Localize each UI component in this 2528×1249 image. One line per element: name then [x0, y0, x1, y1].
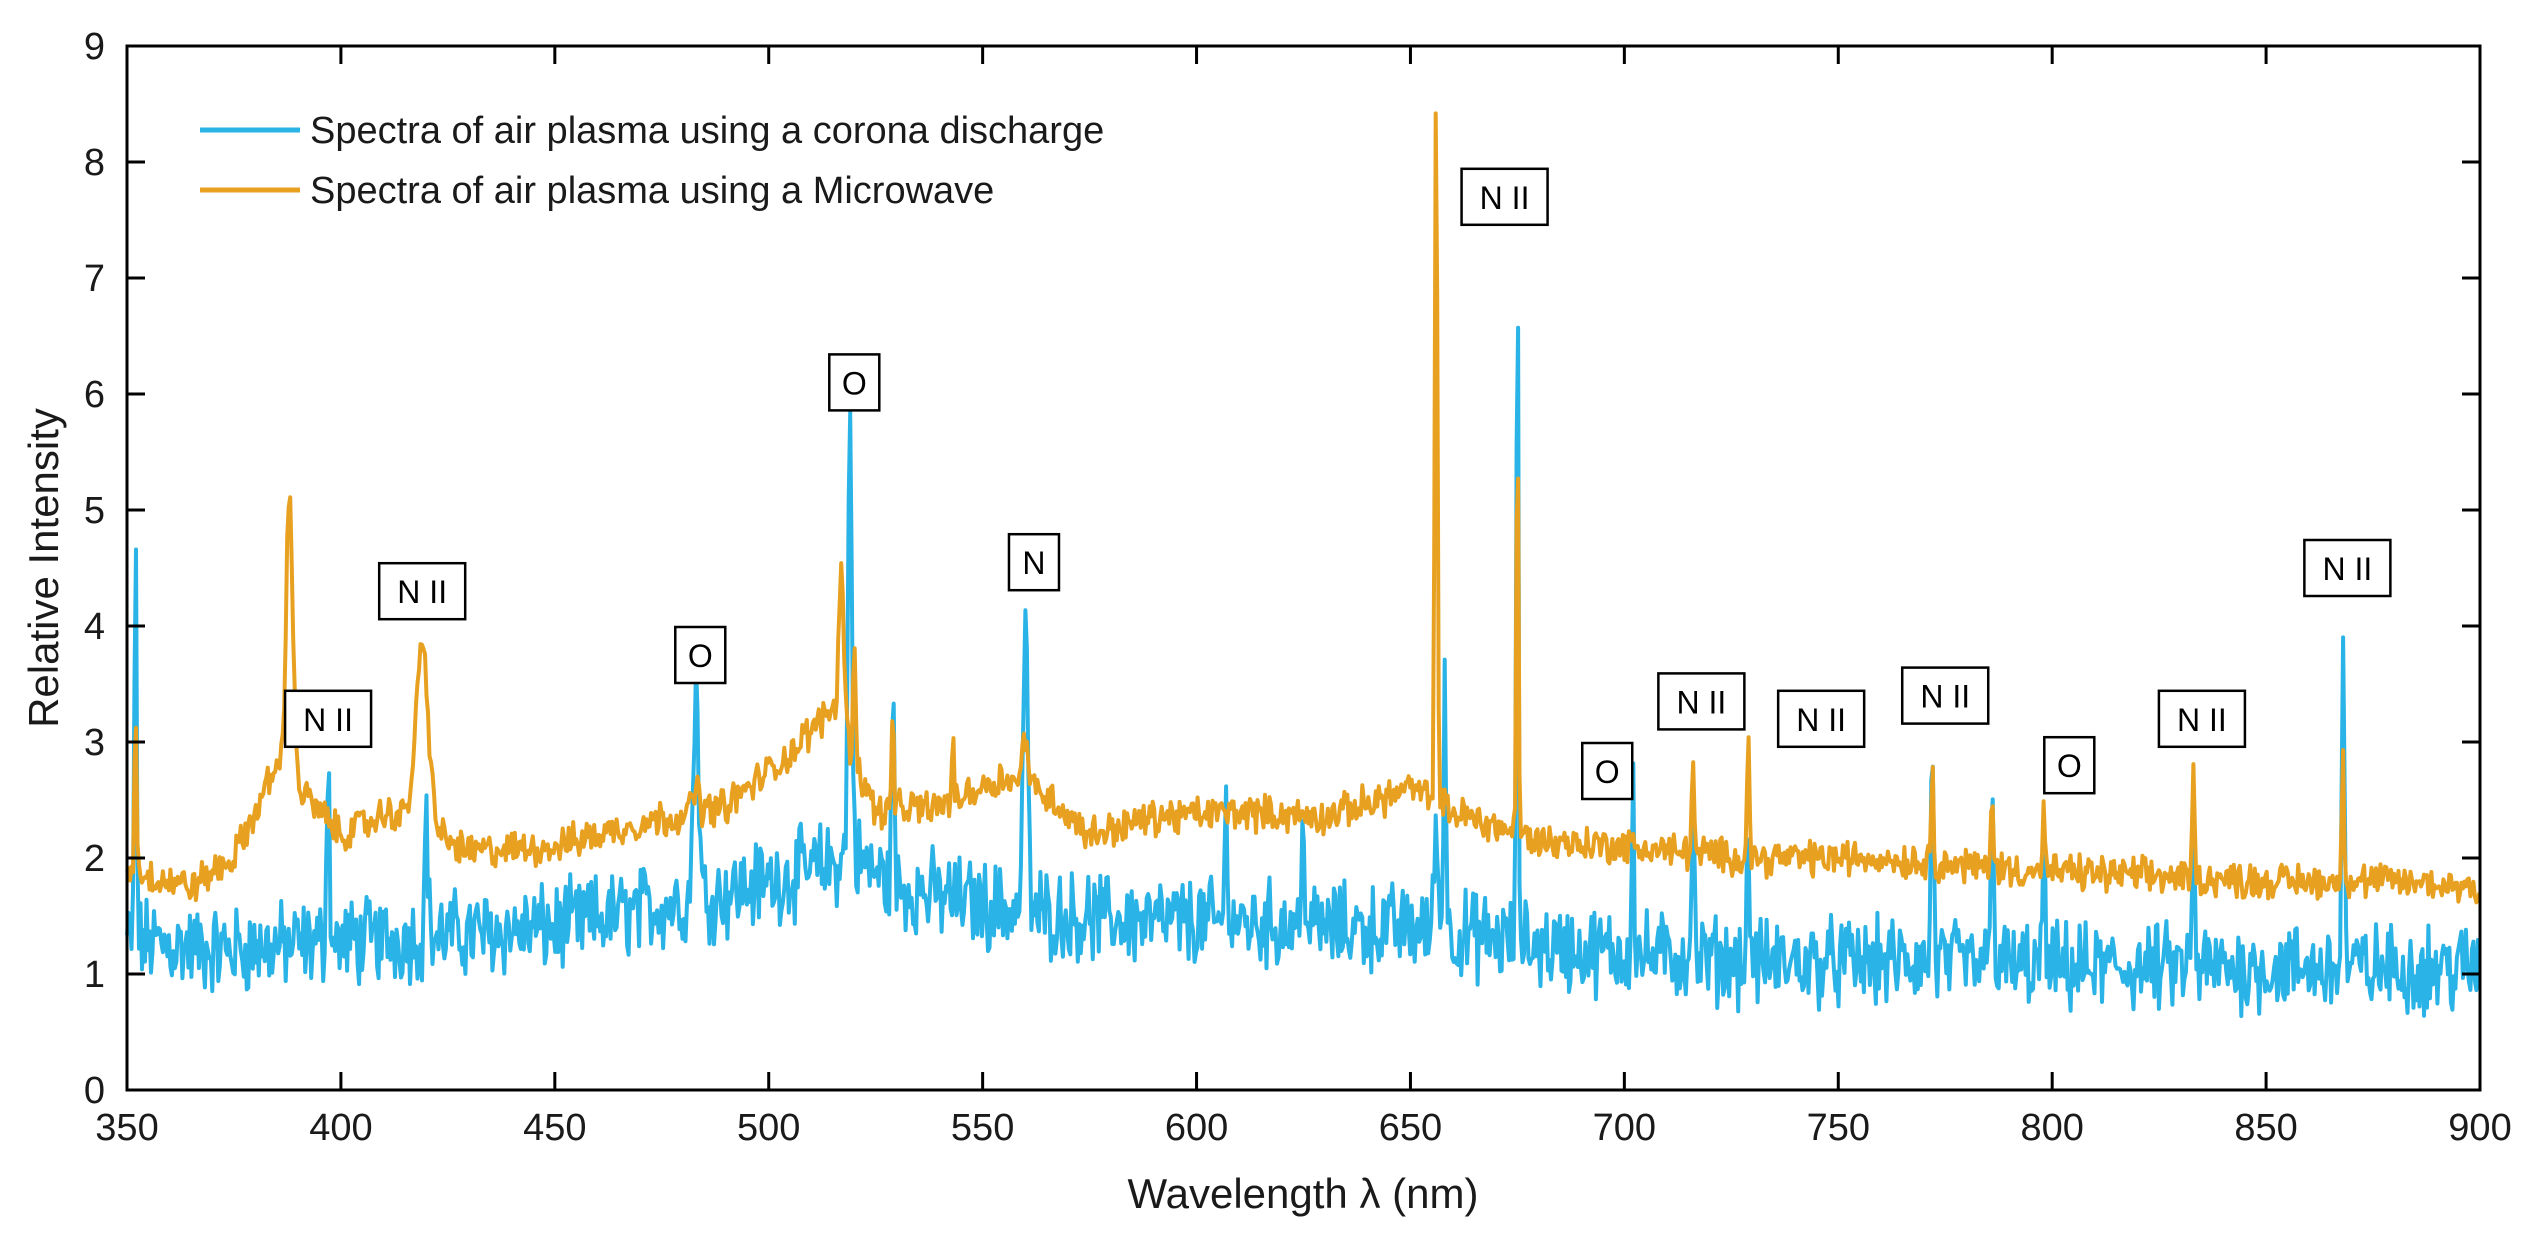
- annotation-label: O: [842, 365, 867, 401]
- x-tick-label: 500: [737, 1107, 800, 1149]
- peak-annotation: N II: [1776, 689, 1866, 749]
- annotation-box: [828, 353, 881, 412]
- y-axis-label: Relative Intensity: [20, 408, 67, 728]
- y-tick-label: 2: [84, 838, 105, 880]
- annotation-box: [377, 561, 467, 621]
- peak-annotation: N II: [1900, 666, 1990, 725]
- x-tick-label: 700: [1593, 1107, 1656, 1149]
- x-tick-label: 400: [309, 1107, 372, 1149]
- y-tick-label: 0: [84, 1070, 105, 1112]
- annotation-label: N II: [2177, 702, 2227, 738]
- annotation-label: N II: [1920, 679, 1970, 715]
- x-tick-label: 850: [2234, 1107, 2297, 1149]
- y-tick-label: 5: [84, 490, 105, 532]
- annotation-layer: N II O N N II O N II O N II N II N II O N II N II: [283, 167, 2392, 801]
- peak-annotation: N II: [2157, 689, 2247, 749]
- annotation-label: O: [2057, 748, 2082, 784]
- y-tick-label: 6: [84, 374, 105, 416]
- peak-annotation: O: [828, 353, 881, 412]
- peak-annotation: N II: [1657, 672, 1746, 731]
- x-tick-label: 450: [523, 1107, 586, 1149]
- annotation-box: [1900, 666, 1990, 725]
- peak-annotation: O: [1581, 741, 1634, 801]
- annotation-box: [2043, 735, 2096, 795]
- peak-annotation: O: [674, 625, 727, 685]
- annotation-box: [2303, 538, 2392, 598]
- plot-frame: [125, 44, 2482, 1092]
- y-tick-label: 1: [84, 954, 105, 996]
- x-tick-label: 800: [2020, 1107, 2083, 1149]
- annotation-label: N: [1022, 545, 1045, 581]
- annotation-box: [1581, 741, 1634, 801]
- annotation-label: N II: [397, 574, 447, 610]
- annotation-box: [1460, 167, 1549, 227]
- annotation-label: N II: [303, 702, 353, 738]
- legend-label: Spectra of air plasma using a Microwave: [310, 170, 994, 212]
- x-tick-label: 600: [1165, 1107, 1228, 1149]
- peak-annotation: N: [1007, 532, 1061, 592]
- y-tick-label: 8: [84, 142, 105, 184]
- x-axis-label: Wavelength λ (nm): [1128, 1170, 1479, 1217]
- annotation-label: O: [688, 638, 713, 674]
- annotation-box: [283, 689, 373, 749]
- peak-annotation: N II: [283, 689, 373, 749]
- annotation-box: [1776, 689, 1866, 749]
- y-tick-label: 4: [84, 606, 105, 648]
- x-tick-label: 900: [2448, 1107, 2511, 1149]
- ticks-layer: 350 400 450 500 550 600 650 700 750 800 850 900 0 1 2 3…: [84, 26, 2512, 1149]
- x-tick-label: 650: [1379, 1107, 1442, 1149]
- series-line-2: [125, 111, 2482, 905]
- y-tick-label: 3: [84, 722, 105, 764]
- legend: Spectra of air plasma using a corona dis…: [200, 110, 1104, 212]
- annotation-box: [1657, 672, 1746, 731]
- x-tick-label: 750: [1807, 1107, 1870, 1149]
- y-tick-label: 7: [84, 258, 105, 300]
- series-layer: [125, 111, 2482, 1018]
- annotation-label: N II: [2322, 551, 2372, 587]
- x-tick-label: 350: [95, 1107, 158, 1149]
- legend-label: Spectra of air plasma using a corona dis…: [310, 110, 1104, 152]
- peak-annotation: O: [2043, 735, 2096, 795]
- annotation-box: [2157, 689, 2247, 749]
- annotation-label: O: [1595, 754, 1620, 790]
- series-line-1: [125, 325, 2482, 1018]
- annotation-label: N II: [1676, 684, 1726, 720]
- peak-annotation: N II: [1460, 167, 1549, 227]
- annotation-label: N II: [1796, 702, 1846, 738]
- peak-annotation: N II: [2303, 538, 2392, 598]
- annotation-label: N II: [1480, 180, 1530, 216]
- y-tick-label: 9: [84, 26, 105, 68]
- annotation-box: [674, 625, 727, 685]
- peak-annotation: N II: [377, 561, 467, 621]
- x-tick-label: 550: [951, 1107, 1014, 1149]
- annotation-box: [1007, 532, 1061, 592]
